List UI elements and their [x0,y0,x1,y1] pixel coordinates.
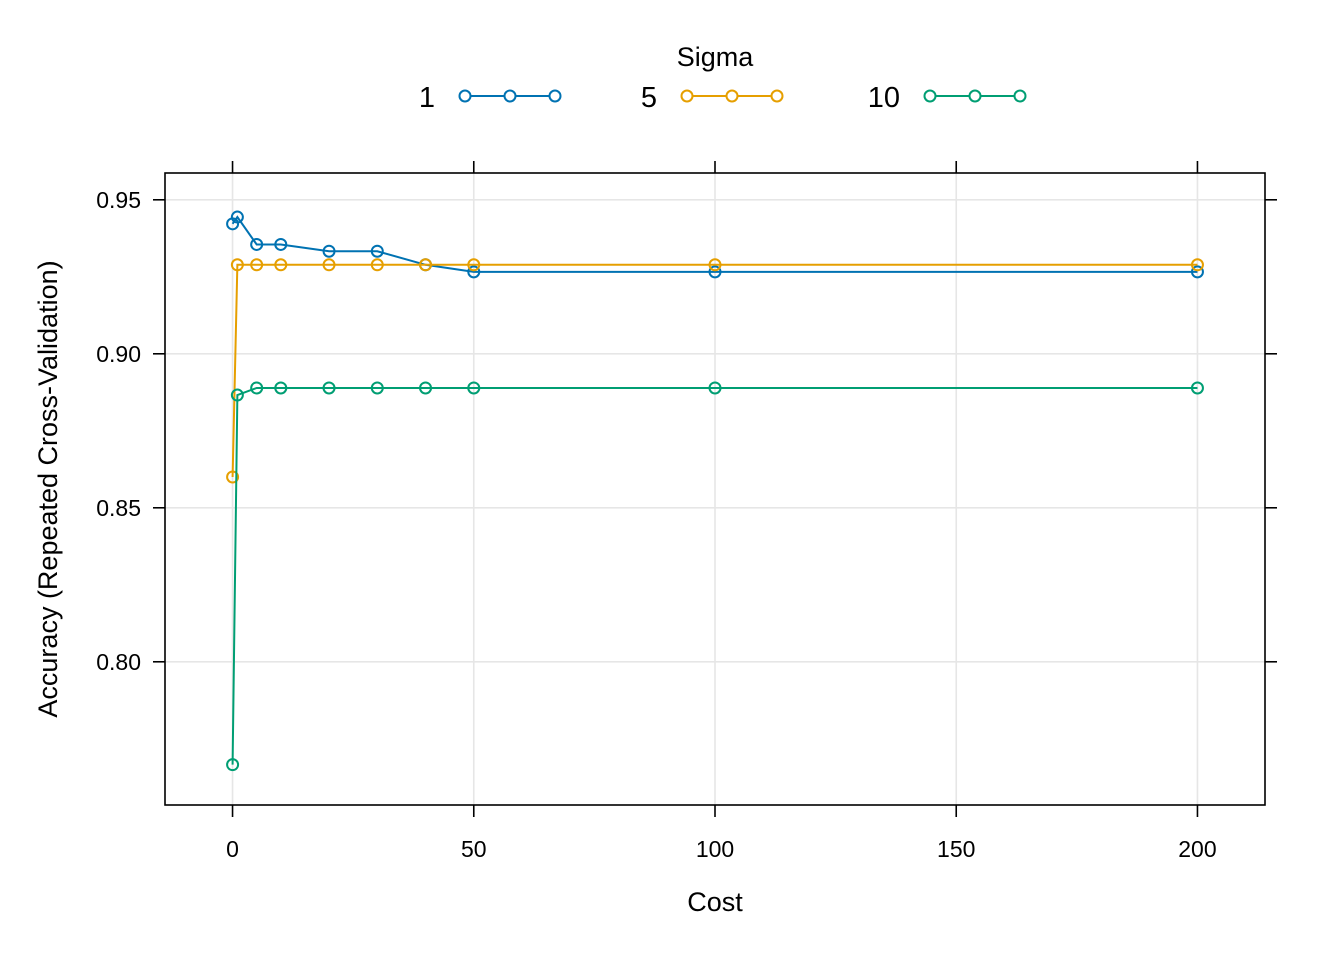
legend: Sigma 1 5 10 [419,42,1027,114]
series-point-10 [230,388,244,402]
legend-marker [1013,89,1027,103]
series-10 [226,381,1204,772]
legend-title: Sigma [677,42,755,72]
y-tick-label: 0.85 [96,495,141,521]
series-point-1 [708,265,722,279]
series-point-10 [419,381,433,395]
series-line-10 [231,386,1198,765]
series-group [226,210,1204,772]
series-point-5 [230,258,244,272]
series-point-1 [370,244,384,258]
series-point-10 [467,381,481,395]
series-point-10 [708,381,722,395]
series-line-5 [231,263,1198,478]
grid [165,173,1265,805]
legend-entry-5: 5 [641,82,784,114]
series-point-10 [250,381,264,395]
series-point-5 [708,258,722,272]
series-point-1 [322,244,336,258]
series-point-10 [1190,381,1204,395]
series-point-5 [226,470,240,484]
series-point-5 [322,258,336,272]
series-point-10 [322,381,336,395]
legend-marker [548,89,562,103]
series-point-5 [370,258,384,272]
legend-marker [770,89,784,103]
legend-marker [923,89,937,103]
series-point-10 [226,758,240,772]
legend-label: 1 [419,82,435,114]
series-point-1 [274,237,288,251]
y-tick-label: 0.90 [96,341,141,367]
legend-label: 10 [868,82,900,114]
series-point-1 [250,237,264,251]
x-axis-title: Cost [687,887,743,917]
series-point-5 [250,258,264,272]
x-tick-label: 50 [461,836,487,862]
x-tick-label: 200 [1178,836,1216,862]
y-tick-label: 0.95 [96,187,141,213]
legend-label: 5 [641,82,657,114]
x-tick-label: 0 [226,836,239,862]
series-point-1 [467,265,481,279]
series-point-10 [370,381,384,395]
legend-marker [458,89,472,103]
legend-entries: 1 5 10 [419,82,1027,114]
series-5 [226,258,1204,484]
x-tick-label: 150 [937,836,975,862]
legend-marker [725,89,739,103]
series-point-5 [274,258,288,272]
y-axis-title: Accuracy (Repeated Cross-Validation) [33,260,63,717]
series-point-5 [467,258,481,272]
legend-marker [968,89,982,103]
series-point-5 [1190,258,1204,272]
legend-entry-10: 10 [868,82,1027,114]
series-line-1 [231,215,1198,273]
legend-marker [503,89,517,103]
axis-ticks: 0 50 100 150 200 0.80 0.85 0.90 0.95 [96,161,1277,862]
x-tick-label: 100 [696,836,734,862]
legend-marker [680,89,694,103]
series-point-1 [1190,265,1204,279]
series-point-5 [419,258,433,272]
y-tick-label: 0.80 [96,649,141,675]
series-point-10 [274,381,288,395]
legend-entry-1: 1 [419,82,562,114]
series-point-1 [230,210,244,224]
